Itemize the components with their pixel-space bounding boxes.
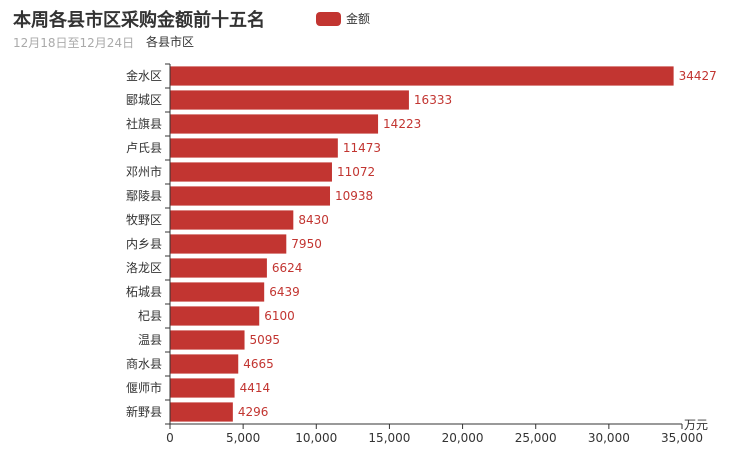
y-tick-label: 卢氏县	[126, 140, 162, 155]
x-tick-label: 25,000	[515, 431, 557, 445]
data-label: 5095	[250, 333, 281, 347]
x-tick-label: 5,000	[226, 431, 260, 445]
legend-swatch	[316, 11, 341, 26]
data-label: 4665	[243, 357, 274, 371]
legend[interactable]: 金额	[316, 10, 370, 27]
bar[interactable]	[170, 378, 235, 398]
data-label: 4414	[240, 381, 271, 395]
bar[interactable]	[170, 306, 260, 326]
bar[interactable]	[170, 186, 331, 206]
data-label: 6439	[269, 285, 300, 299]
data-label: 14223	[383, 117, 421, 131]
bar[interactable]	[170, 138, 338, 158]
x-tick-label: 35,000	[661, 431, 703, 445]
y-tick-label: 牧野区	[126, 213, 162, 227]
chart-subtitle: 12月18日至12月24日	[13, 36, 135, 50]
bar[interactable]	[170, 162, 332, 182]
y-axis-name: 各县市区	[146, 34, 194, 49]
chart-title: 本周各县市区采购金额前十五名	[13, 10, 265, 31]
data-label: 11072	[337, 165, 375, 179]
y-tick-label: 郾城区	[126, 93, 162, 107]
bar[interactable]	[170, 90, 409, 110]
x-tick-label: 0	[166, 431, 174, 445]
bar[interactable]	[170, 66, 674, 86]
data-label: 11473	[343, 141, 381, 155]
data-label: 7950	[291, 237, 322, 251]
y-tick-label: 柘城县	[126, 285, 162, 299]
bar[interactable]	[170, 258, 267, 278]
x-tick-label: 15,000	[368, 431, 410, 445]
data-label: 16333	[414, 93, 452, 107]
data-label: 4296	[238, 405, 269, 419]
y-tick-label: 金水区	[126, 68, 162, 83]
y-tick-label: 杞县	[138, 309, 162, 323]
y-tick-label: 温县	[138, 333, 162, 347]
x-tick-label: 10,000	[295, 431, 337, 445]
data-label: 6100	[264, 309, 295, 323]
x-tick-label: 30,000	[588, 431, 630, 445]
y-tick-label: 邓州市	[126, 164, 162, 179]
bar[interactable]	[170, 402, 233, 422]
bar[interactable]	[170, 282, 265, 302]
bar[interactable]	[170, 234, 287, 254]
legend-label: 金额	[346, 12, 371, 26]
x-axis-name: 万元	[684, 418, 708, 432]
data-label: 6624	[272, 261, 303, 275]
bar[interactable]	[170, 210, 294, 230]
data-label: 10938	[335, 189, 373, 203]
y-tick-label: 社旗县	[126, 116, 162, 131]
bar[interactable]	[170, 354, 239, 374]
y-tick-label: 鄢陵县	[126, 189, 162, 203]
y-tick-label: 新野县	[126, 404, 162, 419]
y-tick-label: 偃师市	[126, 380, 162, 395]
y-tick-label: 洛龙区	[126, 260, 162, 275]
bar[interactable]	[170, 114, 379, 134]
y-tick-label: 内乡县	[126, 237, 162, 251]
x-tick-label: 20,000	[442, 431, 484, 445]
data-label: 8430	[298, 213, 329, 227]
bar[interactable]	[170, 330, 245, 350]
data-label: 34427	[679, 69, 717, 83]
y-tick-label: 商水县	[126, 356, 162, 371]
